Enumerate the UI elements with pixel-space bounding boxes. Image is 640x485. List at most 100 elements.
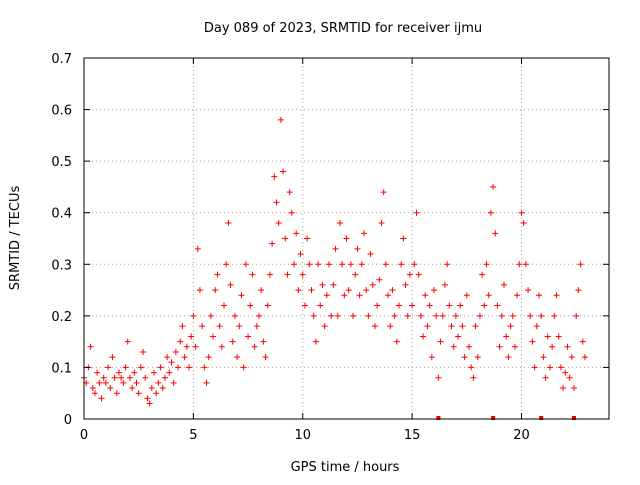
- data-point: [522, 261, 529, 268]
- data-point: [549, 343, 556, 350]
- data-point: [146, 400, 153, 407]
- axis-ticks: [83, 57, 609, 420]
- data-point: [190, 312, 197, 319]
- data-point: [428, 354, 435, 361]
- data-point: [474, 354, 481, 361]
- data-point: [288, 209, 295, 216]
- data-point: [124, 338, 131, 345]
- data-point: [177, 338, 184, 345]
- data-point: [365, 312, 372, 319]
- data-point: [89, 385, 96, 392]
- data-point: [271, 173, 278, 180]
- data-point: [472, 323, 479, 330]
- data-point: [409, 302, 416, 309]
- data-point: [240, 364, 247, 371]
- data-point: [406, 271, 413, 278]
- data-point: [205, 354, 212, 361]
- data-point: [266, 271, 273, 278]
- data-point: [562, 369, 569, 376]
- data-point: [96, 379, 103, 386]
- data-point: [317, 302, 324, 309]
- data-point: [122, 364, 129, 371]
- data-point: [483, 261, 490, 268]
- data-point: [107, 385, 114, 392]
- data-point: [179, 323, 186, 330]
- data-point: [557, 364, 564, 371]
- chart-title: Day 089 of 2023, SRMTID for receiver ijm…: [204, 21, 482, 36]
- data-point: [457, 302, 464, 309]
- data-point: [564, 343, 571, 350]
- data-point: [105, 364, 112, 371]
- data-point: [536, 292, 542, 299]
- data-point: [216, 323, 223, 330]
- data-point: [463, 292, 470, 299]
- x-tick-label: 5: [189, 428, 197, 443]
- data-point: [286, 189, 293, 196]
- data-point: [542, 374, 549, 381]
- data-point: [470, 374, 477, 381]
- plot-frame: [83, 57, 610, 420]
- data-point: [393, 338, 400, 345]
- data-point: [573, 312, 580, 319]
- data-point: [245, 333, 252, 340]
- data-point: [98, 395, 105, 402]
- data-point: [540, 354, 547, 361]
- y-tick-labels: 0 0.1 0.2 0.3 0.4 0.5 0.6 0.7: [51, 52, 72, 428]
- y-tick-label: 0.4: [51, 207, 72, 222]
- data-point: [199, 323, 206, 330]
- data-point: [546, 364, 553, 371]
- data-point: [183, 343, 190, 350]
- data-point: [102, 379, 109, 386]
- data-point: [264, 302, 271, 309]
- data-point: [439, 312, 446, 319]
- data-point: [380, 189, 387, 196]
- data-point: [382, 261, 389, 268]
- data-point: [553, 292, 560, 299]
- data-point: [461, 354, 468, 361]
- data-point: [343, 235, 350, 242]
- data-point: [304, 235, 311, 242]
- data-point: [330, 281, 337, 288]
- data-point: [258, 287, 265, 294]
- data-point: [234, 354, 241, 361]
- data-point: [385, 292, 392, 299]
- data-point: [295, 287, 302, 294]
- data-point: [247, 302, 254, 309]
- data-point: [299, 271, 306, 278]
- data-point: [391, 312, 398, 319]
- data-point: [249, 271, 256, 278]
- data-point: [293, 230, 300, 237]
- data-point: [306, 261, 313, 268]
- data-point: [227, 281, 234, 288]
- data-point: [319, 281, 326, 288]
- data-point: [400, 235, 407, 242]
- data-point: [531, 364, 538, 371]
- data-point: [446, 302, 453, 309]
- data-point: [109, 354, 116, 361]
- data-point: [389, 287, 396, 294]
- data-point: [498, 312, 505, 319]
- data-point: [87, 343, 94, 350]
- data-point: [135, 390, 142, 397]
- data-point: [212, 287, 219, 294]
- data-point: [321, 323, 328, 330]
- data-point: [116, 369, 122, 376]
- data-point: [527, 312, 534, 319]
- data-point: [422, 292, 429, 299]
- data-point: [476, 312, 483, 319]
- data-point: [269, 240, 276, 247]
- missing-data-marker: [491, 416, 496, 420]
- y-tick-label: 0.1: [51, 361, 72, 376]
- y-tick-label: 0.6: [51, 104, 72, 119]
- data-point: [538, 312, 545, 319]
- data-point: [433, 312, 440, 319]
- missing-data-marker: [572, 416, 576, 420]
- data-point: [496, 343, 503, 350]
- data-point: [490, 183, 497, 190]
- data-point: [376, 276, 383, 283]
- data-point: [420, 333, 427, 340]
- data-point: [277, 116, 284, 123]
- data-point: [225, 220, 232, 227]
- data-point: [525, 287, 532, 294]
- data-point: [441, 281, 448, 288]
